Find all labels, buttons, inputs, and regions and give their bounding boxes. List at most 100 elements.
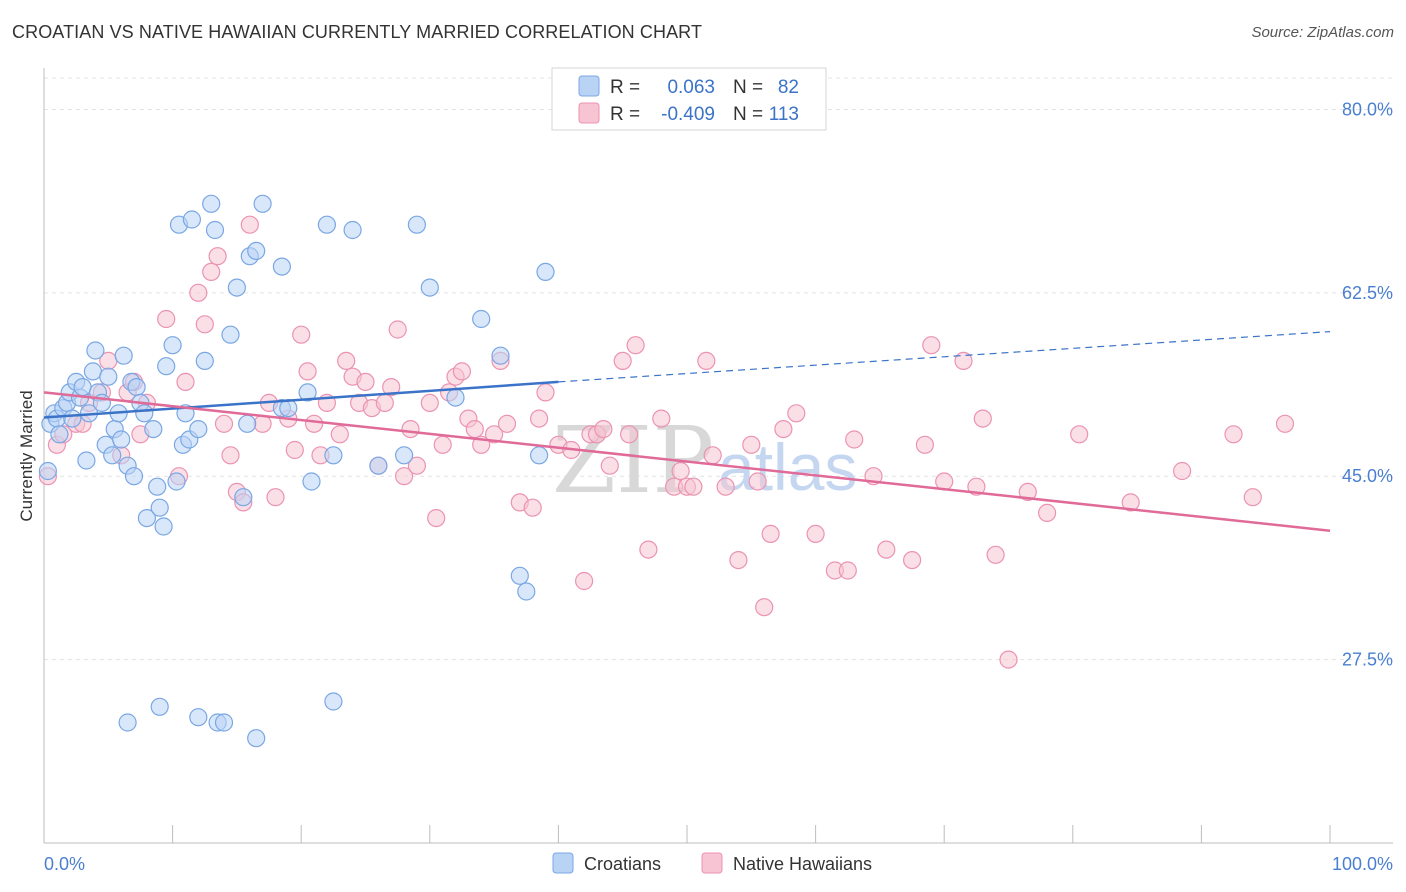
croatian-points [38, 194, 555, 748]
native-hawaiian-point-109 [1172, 461, 1192, 481]
croatian-point-56 [253, 194, 272, 213]
croatian-point-23 [114, 346, 133, 365]
croatian-point-34 [154, 517, 173, 536]
native-hawaiian-trend-line [43, 391, 1331, 532]
native-hawaiian-point-93 [845, 430, 864, 449]
native-hawaiian-point-80 [697, 351, 716, 370]
native-hawaiian-point-39 [356, 372, 375, 391]
croatian-point-33 [150, 498, 169, 517]
native-hawaiian-point-55 [465, 420, 484, 439]
native-hawaiian-point-25 [253, 414, 272, 433]
native-hawaiian-point-74 [639, 540, 658, 559]
legend-n-label-1: N = [733, 77, 763, 98]
croatian-point-37 [167, 472, 186, 491]
native-hawaiian-point-102 [973, 409, 992, 428]
croatian-point-27 [127, 378, 146, 397]
croatian-point-72 [491, 346, 510, 365]
native-hawaiian-point-17 [195, 315, 214, 334]
croatian-point-67 [395, 446, 414, 465]
croatian-point-10 [73, 378, 92, 397]
stats-legend: R = 0.063 N = 82 R = -0.409 N = 113 [551, 67, 827, 131]
native-hawaiian-point-72 [619, 425, 639, 444]
native-hawaiian-point-46 [401, 420, 420, 439]
native-hawaiian-point-27 [266, 488, 285, 507]
native-hawaiian-point-86 [755, 598, 774, 617]
croatian-point-68 [407, 215, 426, 234]
native-hawaiian-point-89 [787, 404, 806, 423]
croatian-point-66 [369, 456, 388, 475]
y-tick-label-1: 62.5% [1342, 283, 1393, 303]
legend-swatch-croatians [578, 75, 600, 97]
chart-title: CROATIAN VS NATIVE HAWAIIAN CURRENTLY MA… [12, 22, 703, 42]
native-hawaiian-point-110 [1224, 425, 1243, 444]
croatian-point-76 [536, 262, 555, 281]
legend-n-value-native-hawaiians: 113 [769, 104, 799, 125]
croatian-point-19 [103, 446, 122, 465]
croatian-point-70 [446, 388, 465, 407]
legend-n-value-croatians: 82 [778, 77, 799, 98]
croatian-point-55 [247, 241, 266, 260]
croatian-point-29 [135, 404, 154, 423]
croatian-point-26 [124, 467, 144, 486]
croatian-point-36 [163, 336, 182, 355]
croatian-point-74 [517, 582, 536, 601]
legend-r-value-croatians: 0.063 [667, 77, 715, 98]
croatian-point-61 [302, 472, 321, 491]
native-hawaiian-point-108 [1121, 493, 1140, 512]
native-hawaiian-point-88 [774, 420, 793, 439]
croatian-point-7 [63, 409, 82, 428]
native-hawaiian-point-16 [189, 283, 208, 302]
native-hawaiian-point-92 [838, 561, 857, 580]
native-hawaiian-point-61 [523, 498, 542, 517]
y-tick-label-0: 80.0% [1342, 99, 1393, 119]
croatian-trend-line [43, 380, 559, 419]
y-tick-labels: 80.0% 62.5% 45.0% 27.5% [1342, 99, 1393, 669]
legend-n-label-2: N = [733, 104, 763, 125]
croatian-point-63 [324, 692, 343, 711]
croatian-point-44 [195, 351, 214, 370]
croatian-point-46 [205, 220, 225, 240]
y-axis-title: Currently Married [17, 390, 36, 521]
native-hawaiian-point-96 [902, 550, 922, 570]
native-hawaiian-point-47 [407, 456, 426, 475]
native-hawaiian-point-36 [337, 351, 356, 370]
legend-r-label-2: R = [610, 104, 640, 125]
native-hawaiian-point-81 [703, 446, 722, 465]
native-hawaiian-point-29 [285, 440, 304, 460]
native-hawaiian-point-106 [1037, 503, 1057, 523]
croatian-point-32 [148, 477, 167, 496]
croatian-point-69 [420, 278, 439, 297]
legend-r-value-native-hawaiians: -0.409 [661, 104, 715, 125]
croatian-point-77 [189, 708, 208, 727]
native-hawaiian-point-24 [240, 215, 259, 234]
croatian-point-52 [238, 414, 257, 433]
croatian-point-75 [529, 446, 549, 465]
native-hawaiian-point-48 [420, 393, 439, 412]
croatian-point-22 [112, 430, 131, 449]
croatian-point-73 [510, 566, 529, 585]
native-hawaiian-point-77 [671, 461, 690, 481]
croatian-point-60 [298, 383, 317, 402]
y-tick-label-2: 45.0% [1342, 466, 1393, 486]
native-hawaiian-point-35 [330, 425, 349, 444]
croatian-point-49 [221, 325, 240, 344]
native-hawaiian-point-75 [652, 409, 671, 428]
croatian-point-13 [83, 362, 103, 381]
native-hawaiian-point-19 [208, 247, 227, 266]
native-hawaiian-point-84 [742, 435, 761, 454]
croatian-point-79 [150, 697, 169, 716]
croatian-point-65 [343, 220, 362, 240]
croatian-point-71 [472, 309, 491, 329]
native-hawaiian-point-95 [877, 540, 896, 559]
native-hawaiian-point-42 [375, 393, 394, 412]
native-hawaiian-point-112 [1275, 414, 1295, 433]
native-hawaiian-point-13 [157, 309, 176, 329]
native-hawaiian-point-31 [298, 362, 317, 381]
native-hawaiian-point-59 [497, 414, 517, 433]
croatian-point-64 [324, 446, 343, 465]
x-tick-label-max: 100.0% [1332, 854, 1393, 874]
croatian-point-42 [182, 210, 201, 229]
native-hawaiian-point-66 [574, 571, 594, 591]
native-hawaiian-point-97 [915, 435, 935, 454]
native-hawaiian-point-20 [214, 414, 234, 433]
